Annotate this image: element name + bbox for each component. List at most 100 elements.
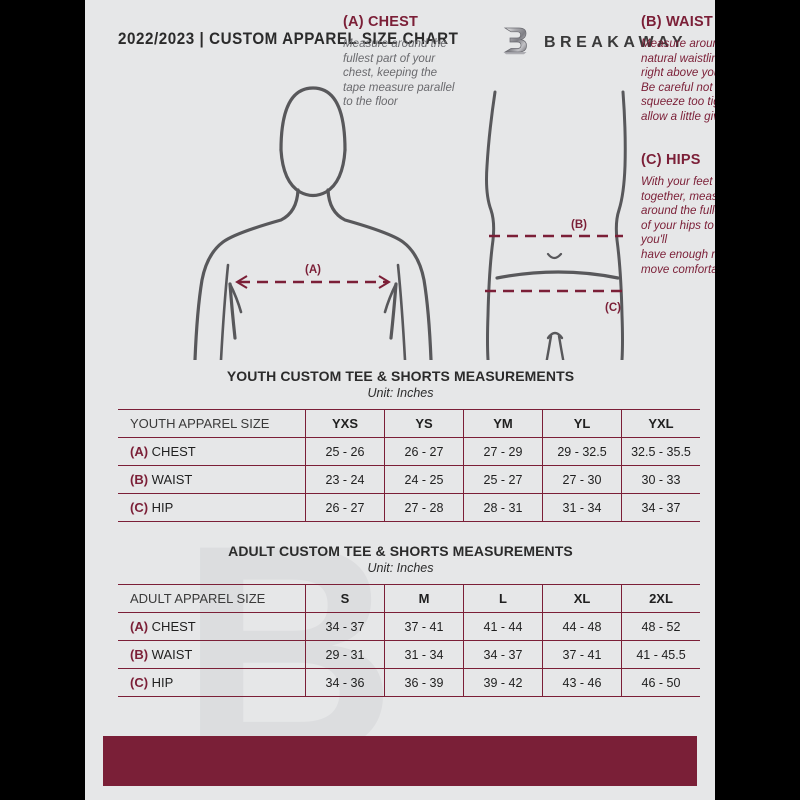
adult-size-section: ADULT CUSTOM TEE & SHORTS MEASUREMENTS U…	[118, 543, 700, 697]
adult-size-header-2: M	[384, 584, 464, 613]
measurement-block-hips: (C) HIPS With your feet together, measur…	[641, 152, 715, 277]
waist-figure-label: (B)	[571, 219, 587, 231]
table-row: (B) WAIST 23 - 24 24 - 25 25 - 27 27 - 3…	[118, 465, 700, 494]
upper-body-torso-lines	[219, 263, 407, 362]
brand-name: BREAKAWAY	[543, 33, 687, 51]
brand-lockup: BREAKAWAY	[498, 23, 687, 62]
youth-waist-ys: 24 - 25	[384, 465, 464, 494]
youth-row-label-chest: (A) CHEST	[118, 437, 306, 466]
adult-chest-l: 41 - 44	[463, 612, 543, 641]
row-label: WAIST	[151, 647, 193, 662]
page-title: 2022/2023 | CUSTOM APPAREL SIZE CHART	[118, 30, 459, 48]
youth-size-table: YOUTH APPAREL SIZE YXS YS YM YL YXL (A) …	[118, 409, 700, 522]
row-label: CHEST	[151, 619, 196, 634]
adult-chest-s: 34 - 37	[305, 612, 385, 641]
youth-row-label-hip: (C) HIP	[118, 493, 306, 522]
table-header-row: YOUTH APPAREL SIZE YXS YS YM YL YXL	[118, 409, 700, 438]
adult-chest-m: 37 - 41	[384, 612, 464, 641]
youth-chest-yl: 29 - 32.5	[542, 437, 622, 466]
youth-hip-ys: 27 - 28	[384, 493, 464, 522]
chest-figure-label: (A)	[305, 264, 321, 276]
measurement-block-waist: (B) WAIST Measure around your natural wa…	[641, 14, 715, 125]
chest-measure-line	[235, 275, 391, 289]
adult-size-header-5: 2XL	[621, 584, 700, 613]
youth-size-section: YOUTH CUSTOM TEE & SHORTS MEASUREMENTS U…	[118, 368, 700, 522]
adult-waist-l: 34 - 37	[463, 640, 543, 669]
measurement-title-hips: (C) HIPS	[641, 152, 701, 168]
adult-header-label: ADULT APPAREL SIZE	[118, 584, 306, 613]
adult-hip-xl: 43 - 46	[542, 668, 622, 697]
size-chart-page: B 2022/2023 | CUSTOM APPAREL SIZE CHART	[85, 0, 715, 800]
upper-body-figure	[193, 86, 433, 362]
adult-waist-2xl: 41 - 45.5	[621, 640, 700, 669]
youth-chest-ys: 26 - 27	[384, 437, 464, 466]
breakaway-b-monogram-icon	[498, 23, 532, 62]
measurement-figures: (A)	[85, 70, 715, 382]
adult-waist-s: 29 - 31	[305, 640, 385, 669]
adult-hip-m: 36 - 39	[384, 668, 464, 697]
table-row: (A) CHEST 25 - 26 26 - 27 27 - 29 29 - 3…	[118, 437, 700, 466]
youth-chest-yxl: 32.5 - 35.5	[621, 437, 700, 466]
adult-table-unit: Unit: Inches	[367, 561, 434, 575]
table-header-row: ADULT APPAREL SIZE S M L XL 2XL	[118, 584, 700, 613]
adult-table-title: ADULT CUSTOM TEE & SHORTS MEASUREMENTS	[228, 543, 573, 559]
youth-waist-yxl: 30 - 33	[621, 465, 700, 494]
adult-waist-m: 31 - 34	[384, 640, 464, 669]
row-label: HIP	[151, 675, 174, 690]
row-tag: (A)	[130, 444, 149, 459]
adult-chest-2xl: 48 - 52	[621, 612, 700, 641]
youth-hip-yxs: 26 - 27	[305, 493, 385, 522]
youth-size-header-2: YS	[384, 409, 464, 438]
measurement-title-waist: (B) WAIST	[641, 14, 713, 30]
measurement-body-chest: Measure around the fullest part of your …	[343, 37, 455, 109]
page-header: 2022/2023 | CUSTOM APPAREL SIZE CHART	[85, 26, 715, 62]
youth-waist-yxs: 23 - 24	[305, 465, 385, 494]
adult-row-label-waist: (B) WAIST	[118, 640, 306, 669]
measurement-block-chest: (A) CHEST Measure around the fullest par…	[343, 14, 483, 110]
adult-row-label-chest: (A) CHEST	[118, 612, 306, 641]
youth-table-unit: Unit: Inches	[367, 386, 434, 400]
youth-size-header-3: YM	[463, 409, 543, 438]
row-label: HIP	[151, 500, 174, 515]
youth-chest-ym: 27 - 29	[463, 437, 543, 466]
table-row: (B) WAIST 29 - 31 31 - 34 34 - 37 37 - 4…	[118, 640, 700, 669]
youth-row-label-waist: (B) WAIST	[118, 465, 306, 494]
measurement-body-hips: With your feet together, measure around …	[641, 175, 715, 276]
youth-size-header-5: YXL	[621, 409, 700, 438]
youth-header-label: YOUTH APPAREL SIZE	[118, 409, 306, 438]
youth-waist-yl: 27 - 30	[542, 465, 622, 494]
table-row: (A) CHEST 34 - 37 37 - 41 41 - 44 44 - 4…	[118, 612, 700, 641]
adult-hip-l: 39 - 42	[463, 668, 543, 697]
row-tag: (C)	[130, 675, 149, 690]
row-label: CHEST	[151, 444, 196, 459]
youth-hip-yxl: 34 - 37	[621, 493, 700, 522]
youth-chest-yxs: 25 - 26	[305, 437, 385, 466]
row-tag: (A)	[130, 619, 149, 634]
youth-waist-ym: 25 - 27	[463, 465, 543, 494]
youth-size-header-1: YXS	[305, 409, 385, 438]
table-row: (C) HIP 26 - 27 27 - 28 28 - 31 31 - 34 …	[118, 493, 700, 522]
youth-hip-ym: 28 - 31	[463, 493, 543, 522]
row-tag: (B)	[130, 472, 149, 487]
youth-table-title: YOUTH CUSTOM TEE & SHORTS MEASUREMENTS	[226, 368, 575, 384]
adult-hip-s: 34 - 36	[305, 668, 385, 697]
table-row: (C) HIP 34 - 36 36 - 39 39 - 42 43 - 46 …	[118, 668, 700, 697]
footer-bar	[103, 736, 697, 786]
youth-size-header-4: YL	[542, 409, 622, 438]
row-label: WAIST	[151, 472, 193, 487]
adult-size-header-1: S	[305, 584, 385, 613]
adult-size-header-3: L	[463, 584, 543, 613]
row-tag: (B)	[130, 647, 149, 662]
adult-row-label-hip: (C) HIP	[118, 668, 306, 697]
adult-size-table: ADULT APPAREL SIZE S M L XL 2XL (A) CHES…	[118, 584, 700, 697]
adult-waist-xl: 37 - 41	[542, 640, 622, 669]
row-tag: (C)	[130, 500, 149, 515]
hips-figure-label: (C)	[605, 302, 621, 314]
measurement-title-chest: (A) CHEST	[343, 14, 419, 30]
adult-chest-xl: 44 - 48	[542, 612, 622, 641]
youth-hip-yl: 31 - 34	[542, 493, 622, 522]
measurement-body-waist: Measure around your natural waistline – …	[641, 37, 715, 123]
adult-hip-2xl: 46 - 50	[621, 668, 700, 697]
adult-size-header-4: XL	[542, 584, 622, 613]
